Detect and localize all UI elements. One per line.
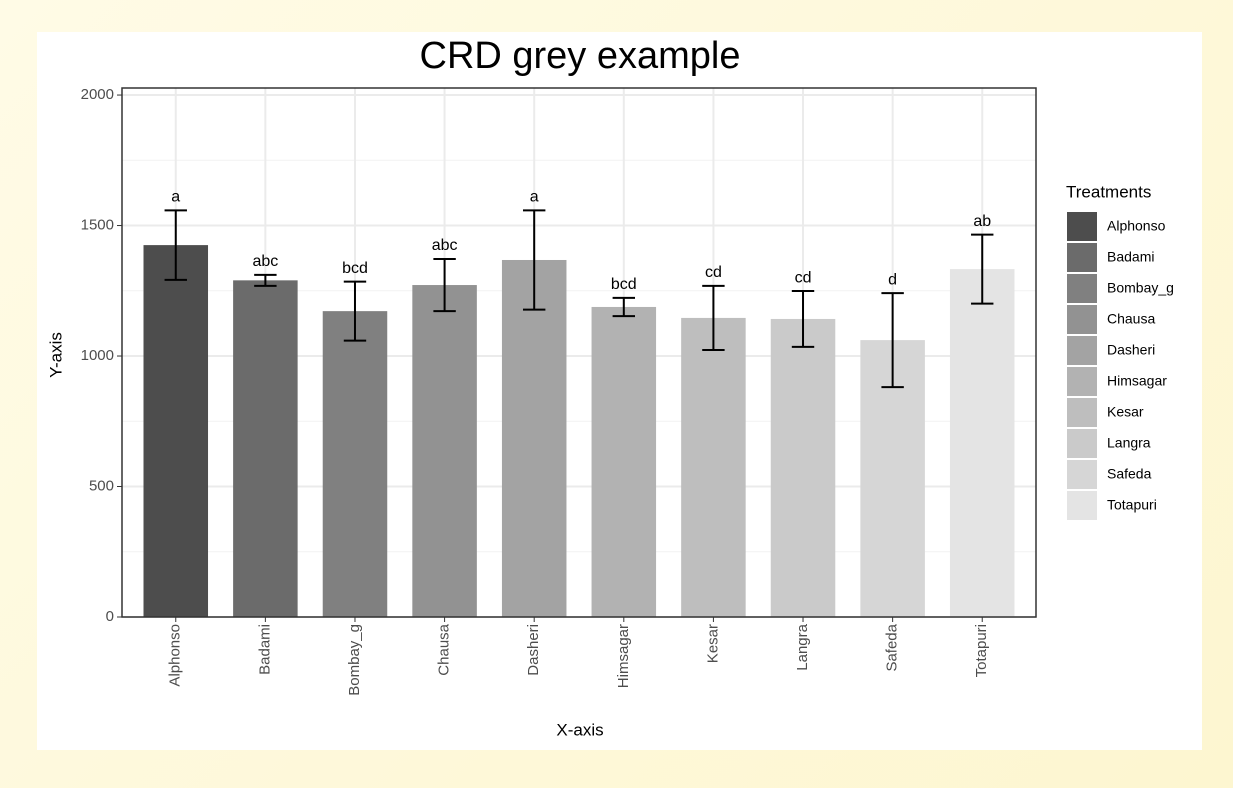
bar [143, 245, 209, 618]
legend-label: Alphonso [1107, 218, 1166, 234]
legend-swatch [1067, 243, 1097, 272]
legend-swatch [1067, 367, 1097, 396]
legend-swatch [1067, 398, 1097, 427]
legend-label: Himsagar [1107, 373, 1167, 389]
annotation: bcd [342, 260, 368, 277]
x-tick-label: Safeda [884, 623, 901, 671]
chart-title: CRD grey example [420, 35, 741, 77]
annotation: bcd [611, 276, 637, 293]
annotation: abc [252, 253, 278, 270]
y-tick-label: 1000 [81, 347, 114, 364]
annotation: d [888, 271, 897, 288]
y-tick-label: 2000 [81, 86, 114, 103]
x-tick-label: Langra [794, 623, 811, 670]
x-tick-label: Chausa [436, 623, 453, 675]
legend-label: Chausa [1107, 311, 1155, 327]
bar [412, 285, 477, 617]
x-tick-label: Totapuri [973, 624, 990, 677]
bar [681, 317, 746, 617]
legend-swatch [1067, 429, 1097, 458]
y-axis-title: Y-axis [46, 332, 65, 378]
bar [233, 280, 298, 617]
x-tick-label: Himsagar [615, 624, 632, 688]
y-tick-label: 500 [89, 477, 114, 494]
x-tick-label: Kesar [704, 624, 721, 663]
y-tick-label: 0 [106, 608, 114, 625]
annotation: cd [705, 264, 722, 281]
legend-label: Langra [1107, 435, 1151, 451]
legend-swatch [1067, 212, 1097, 241]
x-tick-label: Bombay_g [346, 624, 363, 696]
bar [770, 318, 836, 617]
plot-border [121, 87, 1037, 618]
x-tick-label: Alphonso [167, 624, 184, 687]
annotation: a [530, 189, 539, 206]
x-tick-label: Dasheri [525, 624, 542, 676]
x-tick-label: Badami [256, 624, 273, 675]
bar [322, 311, 388, 617]
legend-label: Kesar [1107, 404, 1144, 420]
bar [591, 306, 657, 617]
legend-label: Totapuri [1107, 497, 1157, 513]
legend-label: Badami [1107, 249, 1154, 265]
bar [949, 269, 1015, 617]
annotation: a [171, 189, 180, 206]
legend-label: Safeda [1107, 466, 1152, 482]
bar [501, 259, 567, 617]
x-axis-title: X-axis [556, 720, 603, 739]
legend-label: Bombay_g [1107, 280, 1174, 296]
y-tick-label: 1500 [81, 217, 114, 234]
annotation: abc [432, 237, 458, 254]
annotation: ab [973, 213, 991, 230]
legend-swatch [1067, 491, 1097, 520]
legend-swatch [1067, 336, 1097, 365]
legend-swatch [1067, 274, 1097, 303]
legend-title: Treatments [1066, 182, 1151, 201]
legend-swatch [1067, 305, 1097, 334]
legend-swatch [1067, 460, 1097, 489]
legend-label: Dasheri [1107, 342, 1155, 358]
annotation: cd [795, 269, 812, 286]
